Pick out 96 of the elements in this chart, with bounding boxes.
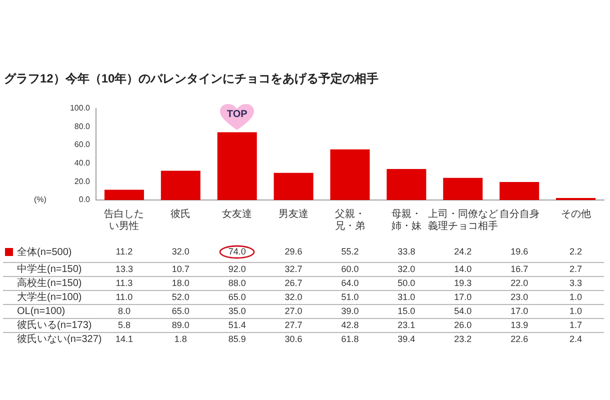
data-label: 60.0 — [340, 263, 360, 276]
x-tick-label: 告白したい男性 — [104, 208, 144, 232]
data-label: 39.0 — [340, 305, 360, 318]
y-tick-label: 中学生(n=150) — [17, 263, 82, 276]
x-tick-label: 男友達 — [278, 208, 309, 220]
data-label: 1.0 — [568, 305, 584, 318]
bar — [330, 149, 370, 200]
data-label: 14.0 — [453, 263, 473, 276]
bar — [160, 170, 200, 200]
bar — [386, 169, 426, 200]
x-tick-label: その他 — [560, 208, 591, 220]
data-label: 30.6 — [284, 333, 304, 346]
data-label: 88.0 — [227, 277, 247, 290]
x-tick-label: 彼氏 — [170, 208, 191, 220]
data-label: 17.0 — [453, 291, 473, 304]
x-tick-label: 上司・同僚など義理チョコ相手 — [428, 208, 498, 232]
data-label: 14.1 — [114, 333, 134, 346]
y-tick-label: 80.0 — [74, 122, 91, 131]
data-label: 22.0 — [510, 277, 530, 290]
data-label: 26.0 — [453, 319, 473, 332]
data-label: 61.8 — [340, 333, 360, 346]
chart-title: グラフ12）今年（10年）のバレンタインにチョコをあげる予定の相手 — [4, 72, 379, 86]
y-tick-label: 100.0 — [70, 104, 91, 113]
x-tick-label: 母親・姉・妹 — [391, 208, 422, 232]
data-label: 1.8 — [173, 333, 188, 346]
y-tick-label: 大学生(n=100) — [17, 291, 82, 304]
data-label: 64.0 — [340, 277, 360, 290]
annotation: TOP — [226, 108, 248, 120]
bar — [500, 182, 540, 200]
data-label: 2.4 — [568, 333, 584, 346]
data-label: 51.0 — [340, 291, 360, 304]
data-label: 2.2 — [570, 246, 582, 256]
x-tick-label: 父親・兄・弟 — [335, 208, 365, 232]
data-label: 74.0 — [228, 246, 246, 256]
bar — [443, 178, 483, 200]
x-tick-label: 自分自身 — [499, 208, 540, 220]
data-label: 15.0 — [396, 305, 416, 318]
data-label: 27.0 — [284, 305, 304, 318]
data-label: 22.6 — [510, 333, 530, 346]
data-label: 54.0 — [453, 305, 473, 318]
y-tick-label: 彼氏いない(n=327) — [17, 333, 102, 346]
x-tick-label: 女友達 — [222, 208, 252, 220]
y-tick-label: 彼氏いる(n=173) — [17, 319, 92, 332]
data-label: 1.0 — [568, 291, 584, 304]
data-label: 23.2 — [453, 333, 473, 346]
data-label: 11.2 — [116, 246, 133, 256]
data-label: 3.3 — [568, 277, 584, 290]
data-label: 2.7 — [568, 263, 584, 276]
data-label: 29.6 — [284, 246, 302, 256]
data-label: 16.7 — [510, 263, 530, 276]
data-label: 92.0 — [227, 263, 247, 276]
bar — [217, 132, 257, 200]
data-label: 18.0 — [170, 277, 190, 290]
legend-label: 全体(n=500) — [17, 246, 72, 258]
data-label: 23.0 — [510, 291, 530, 304]
data-label: 1.7 — [568, 319, 584, 332]
y-axis-title: (%) — [34, 195, 47, 204]
data-label: 13.9 — [510, 319, 530, 332]
data-label: 10.7 — [170, 263, 190, 276]
data-label: 24.2 — [454, 246, 472, 256]
data-label: 17.0 — [510, 305, 530, 318]
data-label: 32.0 — [396, 263, 416, 276]
y-tick-label: OL(n=100) — [17, 305, 66, 318]
data-label: 23.1 — [396, 319, 416, 332]
data-label: 26.7 — [284, 277, 304, 290]
y-tick-label: 0.0 — [78, 195, 91, 204]
data-label: 85.9 — [227, 333, 247, 346]
data-label: 55.2 — [341, 246, 359, 256]
data-label: 50.0 — [396, 277, 416, 290]
data-label: 11.3 — [114, 277, 134, 290]
data-label: 32.7 — [284, 263, 304, 276]
data-label: 8.0 — [116, 305, 132, 318]
data-label: 19.6 — [510, 246, 528, 256]
y-tick-label: 20.0 — [74, 176, 91, 186]
data-label: 27.7 — [284, 319, 304, 332]
y-tick-label: 40.0 — [74, 158, 91, 168]
data-label: 33.8 — [398, 246, 416, 256]
y-tick-label: 60.0 — [74, 140, 91, 150]
bar — [274, 172, 314, 200]
data-label: 31.0 — [396, 291, 416, 304]
data-label: 52.0 — [170, 291, 190, 304]
data-label: 5.8 — [116, 319, 132, 332]
data-label: 32.0 — [172, 246, 190, 256]
bar — [104, 190, 144, 200]
data-label: 65.0 — [227, 291, 247, 304]
data-label: 35.0 — [227, 305, 247, 318]
data-label: 13.3 — [114, 263, 134, 276]
data-label: 32.0 — [284, 291, 304, 304]
data-label: 19.3 — [453, 277, 473, 290]
data-label: 89.0 — [170, 319, 190, 332]
data-label: 65.0 — [170, 305, 190, 318]
data-label: 39.4 — [396, 333, 416, 346]
data-label: 42.8 — [340, 319, 360, 332]
y-tick-label: 高校生(n=150) — [17, 277, 82, 290]
data-label: 51.4 — [227, 319, 247, 332]
data-label: 11.0 — [114, 291, 134, 304]
